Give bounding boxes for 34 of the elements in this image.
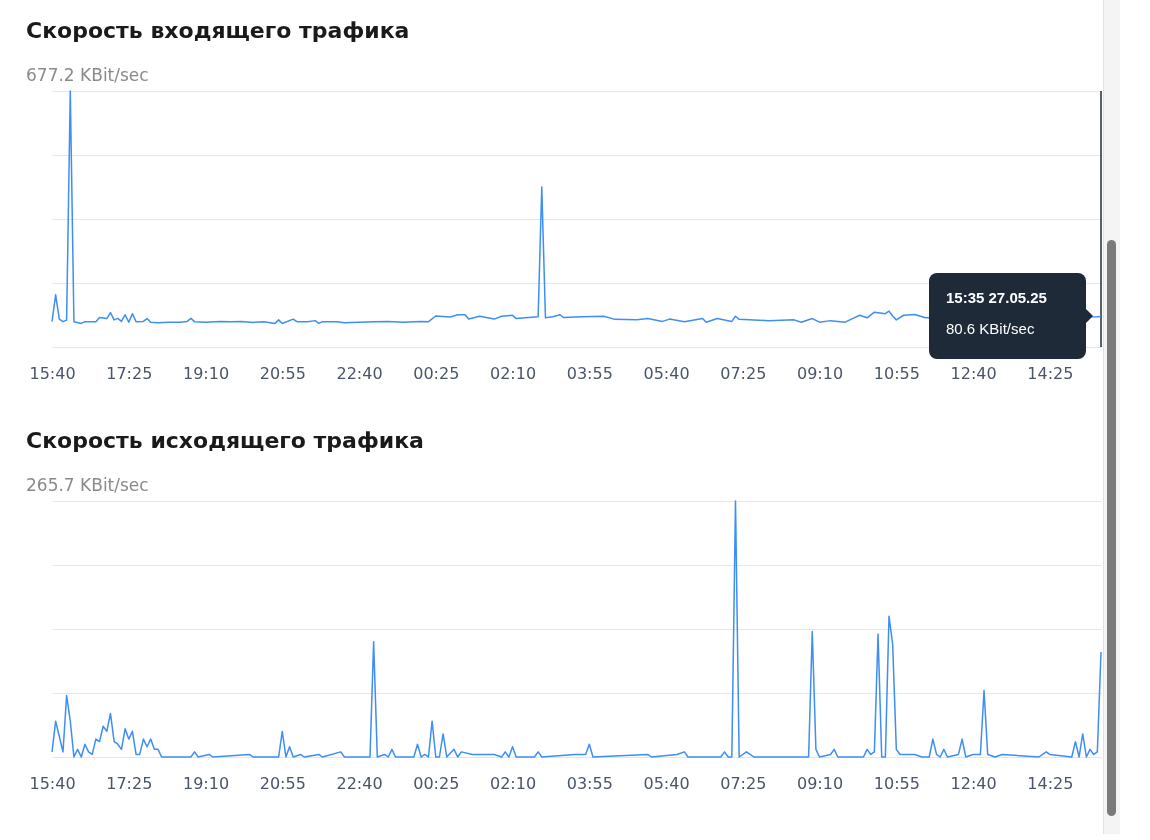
x-tick-label: 19:10 bbox=[182, 363, 230, 383]
x-tick-label: 00:25 bbox=[413, 773, 460, 793]
x-tick-label: 05:40 bbox=[643, 773, 690, 793]
x-tick-label: 14:25 bbox=[1027, 773, 1074, 793]
x-tick-label: 10:55 bbox=[873, 773, 920, 793]
x-tick-label: 15:40 bbox=[29, 773, 76, 793]
x-tick-label: 12:40 bbox=[950, 773, 997, 793]
x-tick-label: 07:25 bbox=[720, 773, 767, 793]
tooltip: 15:35 27.05.25 80.6 KBit/sec bbox=[929, 273, 1093, 359]
x-tick-label: 19:10 bbox=[182, 773, 230, 793]
x-tick-label: 20:55 bbox=[259, 363, 306, 383]
annotation: 15:35 27.05.25 80.6 KBit/sec bbox=[946, 289, 1047, 337]
x-tick-label: 00:25 bbox=[413, 363, 460, 383]
x-tick-label: 22:40 bbox=[336, 773, 383, 793]
x-tick-label: 14:25 bbox=[1027, 363, 1074, 383]
x-tick-label: 03:55 bbox=[566, 363, 613, 383]
x-tick-label: 22:40 bbox=[336, 363, 383, 383]
x-tick-label: 17:25 bbox=[106, 773, 153, 793]
x-tick-label: 17:25 bbox=[106, 363, 153, 383]
x-tick-label: 12:40 bbox=[950, 363, 997, 383]
chart-title: Скорость входящего трафика bbox=[26, 18, 410, 43]
x-tick-label: 02:10 bbox=[489, 773, 537, 793]
x-tick-label: 10:55 bbox=[873, 363, 920, 383]
x-tick-label: 03:55 bbox=[566, 773, 613, 793]
x-tick-label: 07:25 bbox=[720, 363, 767, 383]
text: 677.2 KBit/sec bbox=[26, 65, 149, 85]
x-tick-label: 02:10 bbox=[489, 363, 537, 383]
x-tick-label: 20:55 bbox=[259, 773, 306, 793]
x-tick-label: 05:40 bbox=[643, 363, 690, 383]
text: 265.7 KBit/sec bbox=[26, 475, 149, 495]
x-tick-label: 15:40 bbox=[29, 363, 76, 383]
x-tick-label: 09:10 bbox=[797, 773, 844, 793]
x-tick-label: 09:10 bbox=[797, 363, 844, 383]
chart-title: Скорость исходящего трафика bbox=[26, 428, 424, 453]
